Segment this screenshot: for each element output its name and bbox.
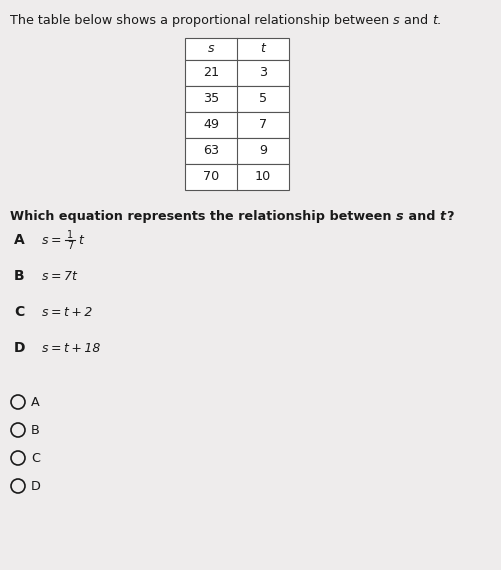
Text: t: t bbox=[431, 14, 436, 27]
Text: A: A bbox=[14, 233, 25, 247]
Text: s: s bbox=[395, 210, 403, 223]
Text: C: C bbox=[14, 305, 24, 319]
Bar bbox=[185, 60, 289, 86]
Text: s =: s = bbox=[42, 234, 64, 246]
Text: .: . bbox=[436, 14, 440, 27]
Text: 7: 7 bbox=[67, 241, 73, 251]
Text: 7: 7 bbox=[259, 119, 267, 132]
Text: s = 7t: s = 7t bbox=[42, 270, 77, 283]
Text: and: and bbox=[399, 14, 431, 27]
Text: 10: 10 bbox=[255, 170, 271, 184]
Text: and: and bbox=[403, 210, 439, 223]
Text: B: B bbox=[14, 269, 25, 283]
Bar bbox=[185, 86, 289, 112]
Text: A: A bbox=[31, 396, 40, 409]
Text: t: t bbox=[260, 43, 265, 55]
Text: 9: 9 bbox=[259, 145, 267, 157]
Text: 1: 1 bbox=[67, 230, 73, 239]
Text: C: C bbox=[31, 451, 40, 465]
Bar bbox=[185, 38, 289, 60]
Text: 49: 49 bbox=[202, 119, 218, 132]
Bar bbox=[185, 112, 289, 138]
Text: 63: 63 bbox=[202, 145, 218, 157]
Bar bbox=[185, 138, 289, 164]
Text: s = t + 2: s = t + 2 bbox=[42, 306, 92, 319]
Text: s: s bbox=[392, 14, 399, 27]
Text: B: B bbox=[31, 424, 40, 437]
Text: D: D bbox=[31, 479, 41, 492]
Text: t: t bbox=[78, 234, 83, 246]
Text: D: D bbox=[14, 341, 26, 355]
Text: 3: 3 bbox=[259, 67, 267, 79]
Text: Which equation represents the relationship between: Which equation represents the relationsh… bbox=[10, 210, 395, 223]
Text: ?: ? bbox=[445, 210, 452, 223]
Text: 70: 70 bbox=[202, 170, 219, 184]
Text: 5: 5 bbox=[259, 92, 267, 105]
Text: 21: 21 bbox=[202, 67, 218, 79]
Text: 35: 35 bbox=[202, 92, 219, 105]
Text: s = t + 18: s = t + 18 bbox=[42, 341, 100, 355]
Text: The table below shows a proportional relationship between: The table below shows a proportional rel… bbox=[10, 14, 392, 27]
Text: s: s bbox=[207, 43, 214, 55]
Bar bbox=[185, 164, 289, 190]
Text: t: t bbox=[439, 210, 445, 223]
